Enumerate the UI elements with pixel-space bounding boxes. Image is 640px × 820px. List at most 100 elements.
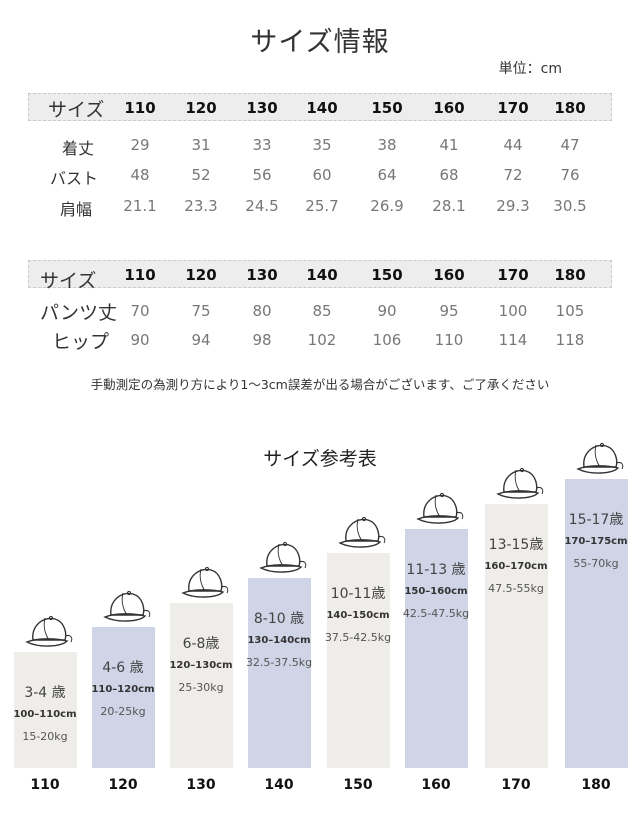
table2-header-size-170: 170 bbox=[497, 266, 529, 284]
table1-cell: 60 bbox=[312, 166, 332, 184]
table1-cell: 76 bbox=[560, 166, 580, 184]
bar-height-label: 100–110cm bbox=[13, 709, 77, 720]
table2-cell: 110 bbox=[434, 331, 464, 349]
chart-x-label: 160 bbox=[421, 777, 451, 793]
chart-x-label: 140 bbox=[264, 777, 294, 793]
table1-cell: 48 bbox=[130, 166, 150, 184]
unit-label: 単位：cm bbox=[498, 61, 562, 77]
chart-bar bbox=[565, 479, 628, 768]
table1-row-label: 肩幅 bbox=[60, 200, 93, 219]
chart-bar bbox=[327, 553, 390, 768]
table2-cell: 95 bbox=[439, 302, 459, 320]
bar-age-label: 3-4 歳 bbox=[24, 685, 66, 701]
cap-icon bbox=[25, 615, 73, 647]
table1-cell: 29 bbox=[130, 136, 150, 154]
chart-x-label: 180 bbox=[581, 777, 611, 793]
chart-bar bbox=[92, 627, 155, 768]
bar-age-label: 6-8歳 bbox=[182, 635, 220, 652]
cap-icon bbox=[103, 591, 151, 622]
bar-height-label: 140–150cm bbox=[326, 610, 390, 622]
table1-cell: 26.9 bbox=[370, 197, 404, 215]
cap-icon bbox=[416, 492, 464, 524]
table1-cell: 29.3 bbox=[496, 197, 530, 215]
table2-cell: 106 bbox=[372, 331, 402, 349]
bar-weight-label: 37.5-42.5kg bbox=[324, 631, 392, 645]
bar-height-label: 160–170cm bbox=[484, 560, 548, 572]
table1-cell: 47 bbox=[560, 136, 580, 154]
bar-age-label: 13-15歳 bbox=[488, 536, 544, 553]
chart-x-label: 170 bbox=[501, 777, 531, 793]
table1-cell: 44 bbox=[503, 136, 523, 154]
table2-cell: 100 bbox=[498, 302, 528, 320]
table2-cell: 102 bbox=[307, 331, 337, 349]
cap-icon bbox=[181, 566, 229, 598]
table1-cell: 72 bbox=[503, 166, 523, 184]
table2-cell: 114 bbox=[498, 331, 528, 349]
table2-cell: 90 bbox=[377, 302, 397, 320]
table2-header-label: サイズ bbox=[40, 270, 97, 292]
chart-title: サイズ参考表 bbox=[263, 448, 377, 470]
bar-weight-label: 32.5-37.5kg bbox=[245, 655, 313, 669]
cap-icon bbox=[259, 541, 307, 573]
table2-header-size-160: 160 bbox=[433, 266, 465, 284]
table2-header-size-130: 130 bbox=[246, 266, 278, 284]
table1-cell: 41 bbox=[439, 136, 459, 154]
bar-age-label: 4-6 歳 bbox=[102, 660, 144, 677]
table1-cell: 35 bbox=[312, 136, 332, 154]
table1-header-size-150: 150 bbox=[371, 99, 403, 117]
bar-age-label: 15-17歳 bbox=[568, 512, 624, 529]
table1-header-size-130: 130 bbox=[246, 99, 278, 117]
table2-header-size-140: 140 bbox=[306, 266, 338, 284]
table2-cell: 118 bbox=[555, 331, 585, 349]
table2-cell: 98 bbox=[252, 331, 272, 349]
page-title: サイズ情報 bbox=[250, 27, 390, 58]
table1-cell: 28.1 bbox=[432, 197, 466, 215]
table1-header-size-160: 160 bbox=[433, 99, 465, 117]
table1-header-size-180: 180 bbox=[554, 99, 586, 117]
bar-weight-label: 20-25kg bbox=[100, 705, 146, 719]
table2-row-label: パンツ丈 bbox=[40, 302, 117, 324]
bar-weight-label: 42.5-47.5kg bbox=[402, 606, 470, 620]
table1-cell: 64 bbox=[377, 166, 397, 184]
bar-weight-label: 25-30kg bbox=[178, 680, 224, 694]
cap-icon bbox=[576, 442, 624, 474]
table1-cell: 68 bbox=[439, 166, 459, 184]
table2-cell: 75 bbox=[191, 302, 211, 320]
table1-cell: 25.7 bbox=[305, 197, 339, 215]
table2-header-size-180: 180 bbox=[554, 266, 586, 284]
table2-cell: 85 bbox=[312, 302, 332, 320]
table1-row-label: 着丈 bbox=[62, 139, 95, 158]
bar-weight-label: 15-20kg bbox=[22, 730, 68, 743]
table1-cell: 33 bbox=[252, 136, 272, 154]
bar-age-label: 10-11歳 bbox=[330, 586, 386, 603]
table2-header-size-150: 150 bbox=[371, 266, 403, 284]
table1-cell: 31 bbox=[191, 136, 211, 154]
table1-header-size-120: 120 bbox=[185, 99, 217, 117]
table1-header-label: サイズ bbox=[48, 99, 105, 121]
bar-height-label: 150–160cm bbox=[404, 585, 468, 597]
table2-row-label: ヒップ bbox=[52, 331, 110, 353]
table2-header-band bbox=[28, 260, 612, 288]
table1-cell: 24.5 bbox=[245, 197, 279, 215]
chart-x-label: 110 bbox=[30, 777, 60, 793]
table2-cell: 105 bbox=[555, 302, 585, 320]
chart-x-label: 130 bbox=[186, 777, 216, 793]
chart-x-label: 150 bbox=[343, 777, 373, 793]
cap-icon bbox=[338, 517, 386, 548]
bar-weight-label: 55-70kg bbox=[573, 557, 619, 571]
table1-cell: 23.3 bbox=[184, 197, 218, 215]
chart-x-label: 120 bbox=[108, 777, 138, 793]
table2-header-size-120: 120 bbox=[185, 266, 217, 284]
table1-header-size-140: 140 bbox=[306, 99, 338, 117]
table2-header-size-110: 110 bbox=[124, 266, 156, 284]
bar-height-label: 130–140cm bbox=[247, 634, 311, 646]
chart-bar bbox=[170, 602, 233, 768]
table1-cell: 56 bbox=[252, 166, 272, 184]
table2-cell: 80 bbox=[252, 302, 272, 320]
cap-icon bbox=[496, 467, 544, 499]
bar-age-label: 11-13 歳 bbox=[406, 561, 466, 578]
table1-cell: 21.1 bbox=[123, 197, 157, 215]
table1-header-band bbox=[28, 93, 612, 121]
chart-bar bbox=[485, 503, 548, 768]
chart-bar bbox=[405, 528, 468, 768]
